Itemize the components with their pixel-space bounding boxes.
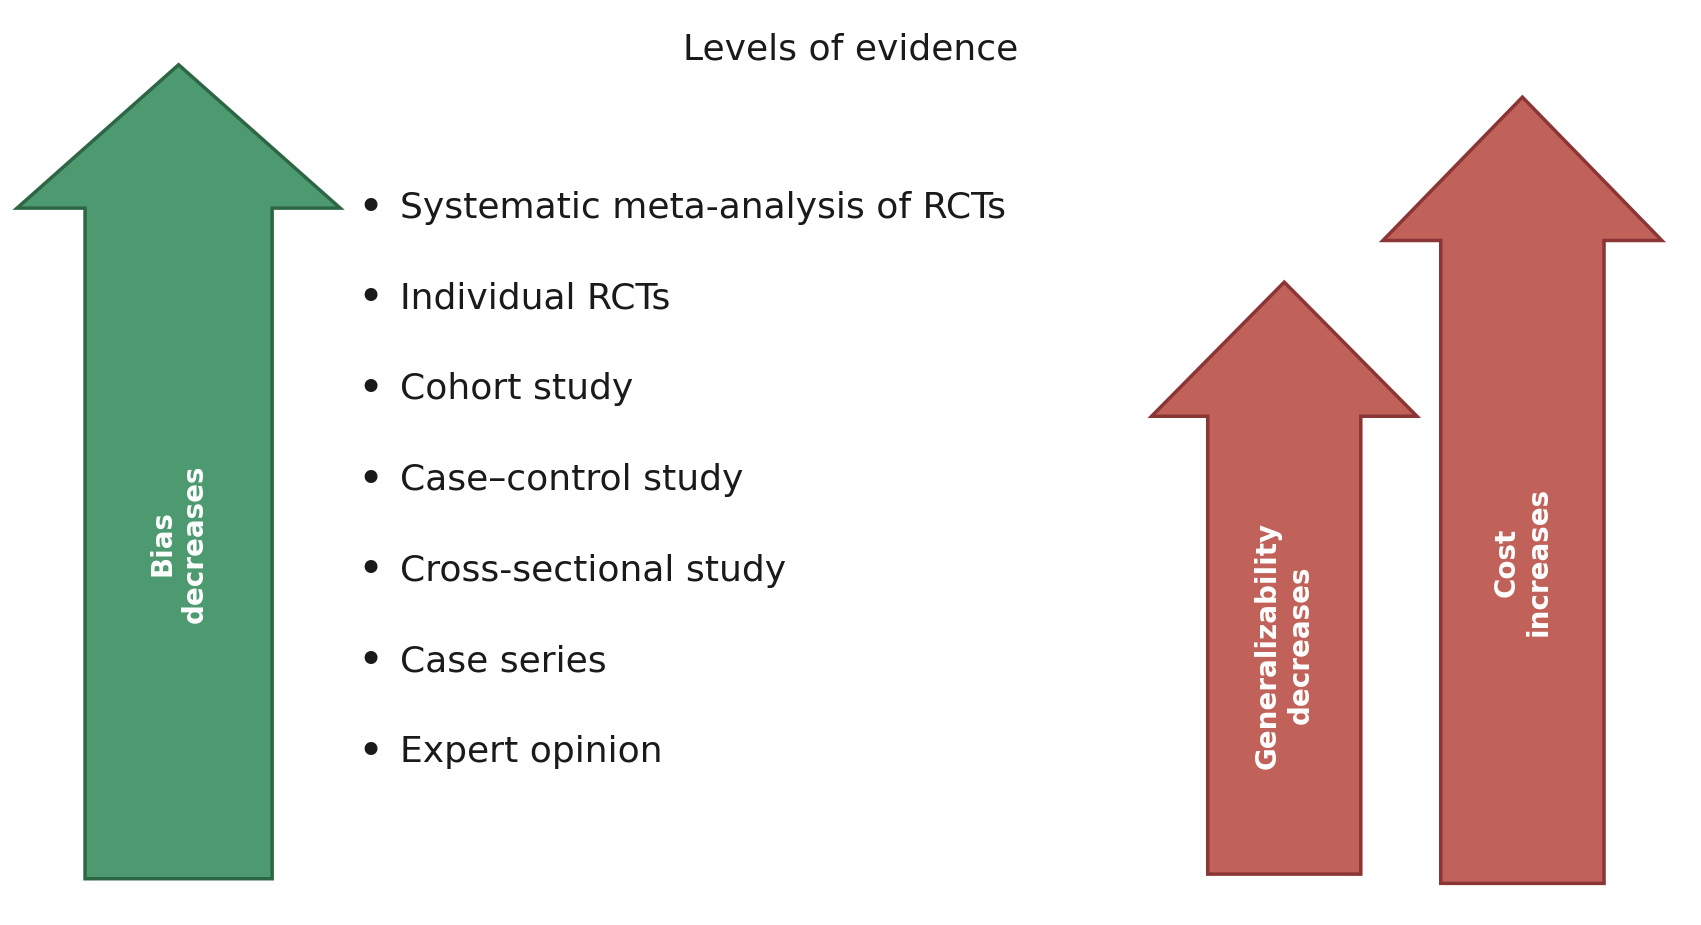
Text: •: • xyxy=(357,187,384,229)
Text: Case series: Case series xyxy=(400,645,606,678)
Text: Case–control study: Case–control study xyxy=(400,463,743,497)
Text: •: • xyxy=(357,278,384,320)
Text: Generalizability
decreases: Generalizability decreases xyxy=(1254,522,1315,769)
Text: Individual RCTs: Individual RCTs xyxy=(400,282,670,315)
Polygon shape xyxy=(1152,282,1417,874)
Text: •: • xyxy=(357,368,384,411)
Text: Expert opinion: Expert opinion xyxy=(400,735,662,769)
Text: •: • xyxy=(357,459,384,501)
Text: •: • xyxy=(357,640,384,683)
Text: Bias
decreases: Bias decreases xyxy=(148,464,209,623)
Text: •: • xyxy=(357,549,384,592)
Text: Cross-sectional study: Cross-sectional study xyxy=(400,554,786,587)
Text: •: • xyxy=(357,731,384,773)
Text: Cost
increases: Cost increases xyxy=(1492,487,1553,636)
Text: Levels of evidence: Levels of evidence xyxy=(682,32,1019,67)
Polygon shape xyxy=(17,65,340,879)
Text: Systematic meta-analysis of RCTs: Systematic meta-analysis of RCTs xyxy=(400,191,1005,225)
Text: Cohort study: Cohort study xyxy=(400,373,633,406)
Polygon shape xyxy=(1383,97,1662,883)
